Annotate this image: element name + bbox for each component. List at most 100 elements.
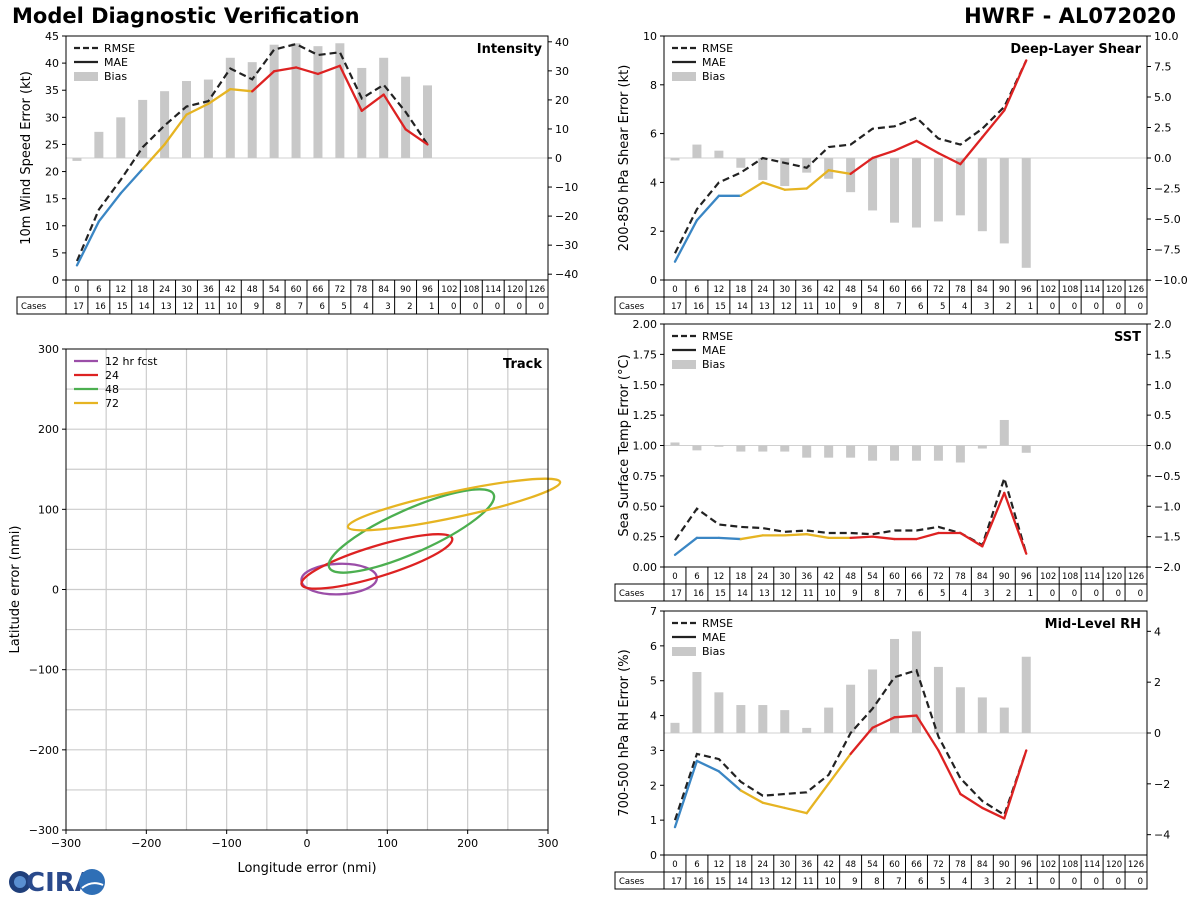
bias-bar <box>72 158 82 161</box>
case-count: 7 <box>896 589 901 599</box>
hour-label: 114 <box>1084 860 1100 870</box>
hour-label: 6 <box>694 572 699 582</box>
case-count: 0 <box>1138 589 1143 599</box>
case-count: 0 <box>1138 302 1143 312</box>
y2-tick-label: 7.5 <box>1154 61 1172 74</box>
y2-tick-label: 0.5 <box>1154 409 1172 422</box>
track-ellipse <box>327 488 496 574</box>
case-count: 3 <box>984 877 989 887</box>
hour-label: 72 <box>933 860 944 870</box>
y2-tick-label: −30 <box>555 239 578 252</box>
bias-bar <box>955 687 965 733</box>
y-axis-label: Latitude error (nmi) <box>8 526 23 654</box>
case-count: 16 <box>95 302 106 312</box>
mae-line-segment <box>75 220 101 267</box>
hour-label: 30 <box>779 572 790 582</box>
case-count: 8 <box>276 302 281 312</box>
panel-sst: 0.000.250.500.751.001.251.501.752.00−2.0… <box>614 318 1181 602</box>
hour-label: 48 <box>845 572 856 582</box>
y-tick-label: 45 <box>45 30 59 43</box>
panel-title: Track <box>503 357 542 372</box>
y-tick-label: 5 <box>52 247 59 260</box>
case-count: 0 <box>1116 302 1121 312</box>
legend-track-label: 12 hr fcst <box>105 355 158 368</box>
bias-bar <box>401 76 411 158</box>
bias-bar <box>116 117 126 158</box>
mae-line-segment <box>959 531 984 548</box>
hour-label: 6 <box>96 285 101 295</box>
cases-row <box>614 583 1148 602</box>
bias-bar <box>357 67 367 158</box>
hour-label: 60 <box>889 572 900 582</box>
case-count: 13 <box>759 877 770 887</box>
hour-label: 72 <box>933 285 944 295</box>
mae-line-segment <box>739 534 764 541</box>
mae-line-segment <box>981 806 1006 820</box>
case-count: 2 <box>1006 877 1011 887</box>
y2-tick-label: 1.5 <box>1154 348 1172 361</box>
hour-label: 102 <box>1040 572 1056 582</box>
hour-label: 12 <box>713 285 724 295</box>
bias-bar <box>890 638 900 733</box>
hour-label: 6 <box>694 285 699 295</box>
y-tick-label: −300 <box>29 824 59 837</box>
y2-tick-label: 0 <box>555 152 562 165</box>
hour-label: 126 <box>1128 860 1144 870</box>
x-tick-label: −200 <box>131 837 161 850</box>
y2-tick-label: 0.0 <box>1154 440 1172 453</box>
mae-line-segment <box>849 156 874 176</box>
hour-label: 78 <box>955 285 966 295</box>
hour-label: 96 <box>1021 285 1032 295</box>
case-count: 4 <box>962 302 967 312</box>
storm-id: HWRF - AL072020 <box>964 4 1176 28</box>
case-count: 15 <box>715 877 726 887</box>
bias-bar <box>802 445 812 458</box>
legend-bias-label: Bias <box>702 70 725 83</box>
hour-label: 54 <box>867 860 878 870</box>
mae-line-segment <box>717 536 742 541</box>
cases-label: Cases <box>619 589 645 599</box>
hour-label: 0 <box>672 285 677 295</box>
hour-label: 42 <box>823 572 834 582</box>
y-tick-label: 0.50 <box>633 500 658 513</box>
hour-label: 84 <box>977 572 988 582</box>
hour-label: 12 <box>115 285 126 295</box>
bias-bar <box>335 43 345 159</box>
bias-bar <box>802 727 812 733</box>
mae-line-segment <box>805 782 830 815</box>
case-count: 0 <box>1072 877 1077 887</box>
case-count: 1 <box>1028 877 1033 887</box>
case-count: 14 <box>737 877 748 887</box>
bias-bar <box>692 445 702 451</box>
case-count: 1 <box>1028 302 1033 312</box>
y-tick-label: 0 <box>650 849 657 862</box>
case-count: 16 <box>693 302 704 312</box>
mae-line-segment <box>849 726 874 756</box>
mae-line-segment <box>783 187 808 191</box>
mae-line-segment <box>871 149 896 160</box>
hour-label: 126 <box>1128 285 1144 295</box>
bias-bar <box>911 445 921 461</box>
x-tick-label: 0 <box>304 837 311 850</box>
case-count: 0 <box>451 302 456 312</box>
case-count: 0 <box>1072 302 1077 312</box>
case-count: 0 <box>517 302 522 312</box>
hour-label: 24 <box>159 285 170 295</box>
hour-label: 120 <box>507 285 523 295</box>
bias-bar <box>890 158 900 223</box>
rmse-line <box>674 474 1028 554</box>
bias-bar <box>670 722 680 733</box>
case-count: 0 <box>1050 302 1055 312</box>
case-count: 5 <box>940 877 945 887</box>
cases-label: Cases <box>21 302 47 312</box>
mae-line-segment <box>1003 491 1028 555</box>
mae-line-segment <box>937 749 962 796</box>
y2-tick-label: −2.5 <box>1154 183 1181 196</box>
hour-label: 108 <box>1062 285 1078 295</box>
case-count: 0 <box>1116 877 1121 887</box>
case-count: 0 <box>1050 877 1055 887</box>
track-ellipse <box>300 533 454 590</box>
mae-line-segment <box>915 139 940 155</box>
mae-line-segment <box>717 770 742 792</box>
